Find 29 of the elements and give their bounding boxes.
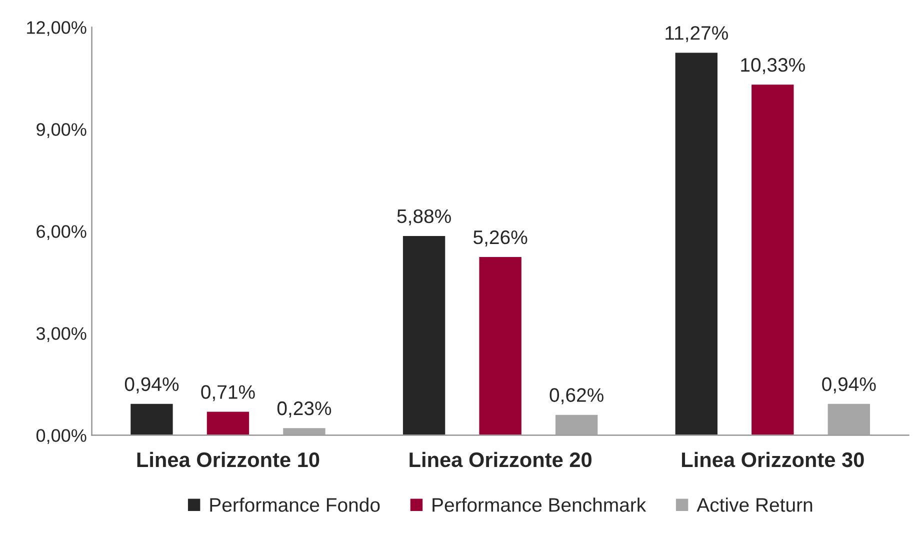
bar (674, 51, 719, 436)
bar (129, 402, 174, 436)
y-tick-label: 6,00% (36, 225, 86, 240)
y-tick-label: 0,00% (36, 429, 86, 444)
data-label: 10,33% (741, 58, 805, 74)
x-tick-label: Linea Orizzonte 30 (682, 452, 864, 468)
data-label: 0,62% (550, 388, 604, 404)
y-tick-label: 3,00% (36, 327, 86, 342)
bar (826, 402, 872, 436)
bar (282, 426, 327, 436)
data-label: 0,94% (822, 377, 876, 394)
bar (750, 83, 796, 436)
bar (478, 256, 523, 436)
bar (554, 413, 600, 436)
legend-label: Active Return (696, 498, 812, 512)
data-label: 5,88% (397, 209, 451, 226)
bar (402, 234, 447, 436)
x-tick-label: Linea Orizzonte 20 (410, 452, 592, 468)
data-label: 0,94% (124, 377, 179, 394)
bar (205, 410, 250, 436)
data-label: 5,26% (474, 230, 528, 246)
y-tick-label: 12,00% (27, 21, 86, 36)
legend-label: Performance Benchmark (432, 498, 646, 512)
data-label: 0,71% (201, 385, 255, 402)
y-tick-label: 9,00% (36, 123, 86, 138)
data-label: 11,27% (666, 26, 728, 42)
data-label: 0,23% (277, 401, 332, 418)
legend-label: Performance Fondo (210, 498, 380, 512)
x-tick-label: Linea Orizzonte 10 (137, 452, 320, 468)
